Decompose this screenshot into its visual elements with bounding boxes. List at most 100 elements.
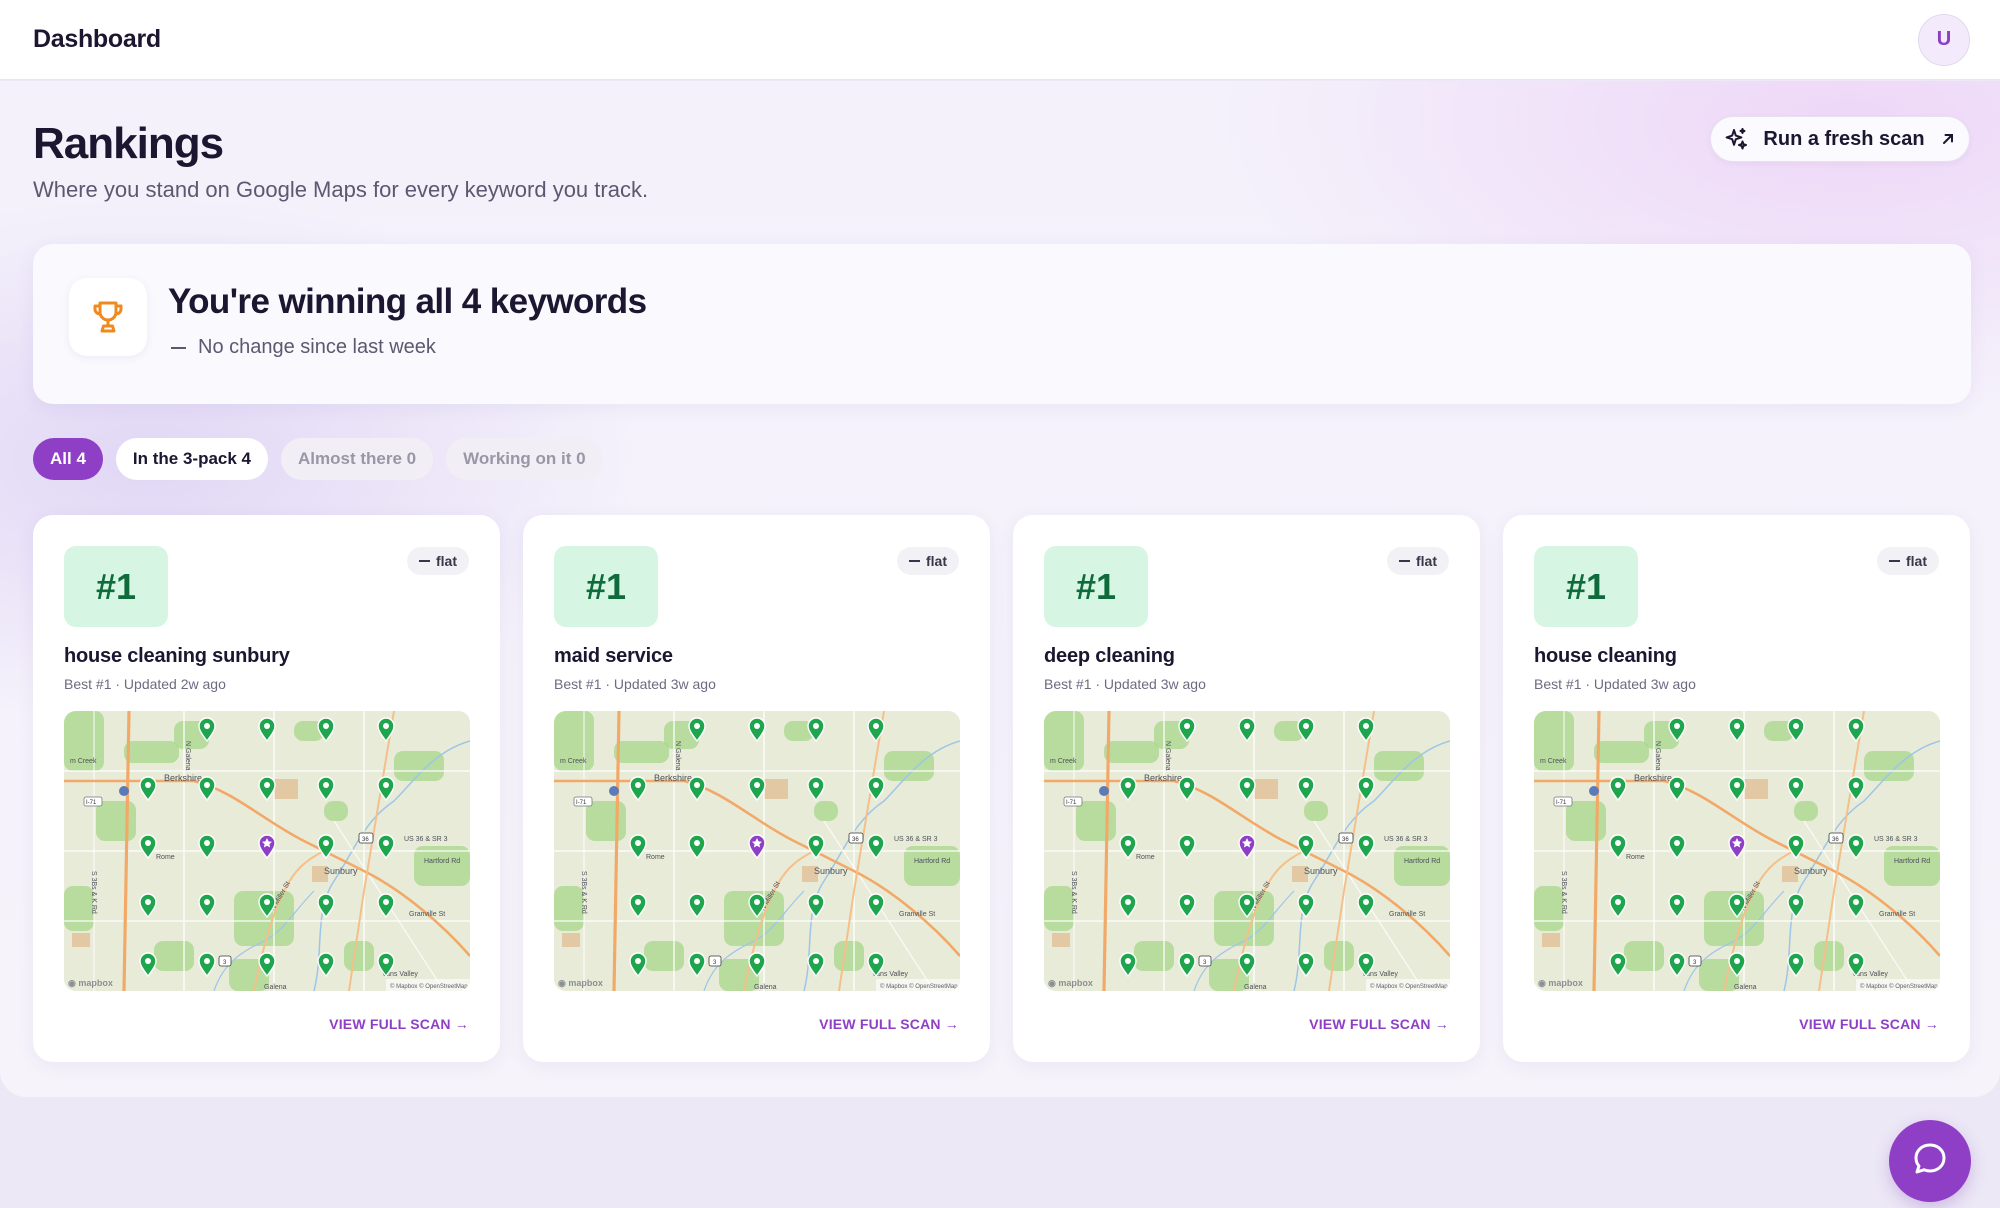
svg-text:N Galena: N Galena [1164, 741, 1171, 771]
svg-text:Vans Valley: Vans Valley [1852, 971, 1888, 978]
trend-badge: flat [407, 547, 469, 575]
keyword-title: house cleaning [1534, 645, 1677, 667]
view-full-scan-link[interactable]: VIEW FULL SCAN → [329, 1016, 469, 1032]
svg-text:Granville St: Granville St [1879, 911, 1915, 918]
summary-card: You're winning all 4 keywords No change … [33, 244, 1971, 404]
svg-text:S 3Bs & K Rd: S 3Bs & K Rd [1560, 871, 1567, 914]
chat-button[interactable] [1889, 1120, 1971, 1202]
page-title: Rankings [33, 119, 224, 168]
svg-text:36: 36 [1832, 837, 1839, 843]
svg-text:© Mapbox © OpenStreetMap: © Mapbox © OpenStreetMap [390, 983, 468, 990]
svg-text:I-71: I-71 [576, 800, 587, 806]
svg-text:Vans Valley: Vans Valley [1362, 971, 1398, 978]
dash-icon [1889, 560, 1900, 562]
svg-text:◉ mapbox: ◉ mapbox [1048, 978, 1093, 988]
svg-text:N Galena: N Galena [1654, 741, 1661, 771]
summary-title: You're winning all 4 keywords [168, 282, 647, 321]
keyword-card[interactable]: #1 flat maid service Best #1 · Updated 3… [523, 515, 990, 1062]
sparkle-icon [1723, 126, 1749, 152]
svg-text:N Galena: N Galena [674, 741, 681, 771]
rank-badge: #1 [1534, 546, 1638, 627]
view-full-scan-link[interactable]: VIEW FULL SCAN → [819, 1016, 959, 1032]
svg-text:Hartford Rd: Hartford Rd [424, 858, 460, 865]
trend-badge: flat [1387, 547, 1449, 575]
svg-text:3: 3 [1203, 960, 1207, 966]
svg-text:Berkshire: Berkshire [1634, 773, 1672, 783]
summary-subtitle-text: No change since last week [198, 336, 436, 358]
avatar[interactable]: U [1918, 13, 1970, 66]
svg-text:◉ mapbox: ◉ mapbox [68, 978, 113, 988]
dash-icon [419, 560, 430, 562]
svg-text:Granville St: Granville St [409, 911, 445, 918]
svg-text:I-71: I-71 [86, 800, 97, 806]
svg-text:Galena: Galena [1734, 984, 1757, 991]
svg-text:m Creek: m Creek [560, 758, 587, 765]
svg-text:◉ mapbox: ◉ mapbox [1538, 978, 1583, 988]
svg-text:N Galena: N Galena [184, 741, 191, 771]
svg-text:US 36 & SR 3: US 36 & SR 3 [894, 836, 938, 843]
rank-grid-map[interactable]: m Creek Berkshire Rome Sunbury Galena US 36 &… [64, 711, 470, 991]
run-fresh-scan-button[interactable]: Run a fresh scan [1710, 116, 1970, 162]
svg-text:I-71: I-71 [1066, 800, 1077, 806]
svg-text:Rome: Rome [156, 854, 175, 861]
svg-text:Sunbury: Sunbury [1794, 866, 1828, 876]
svg-text:m Creek: m Creek [1050, 758, 1077, 765]
svg-text:Galena: Galena [1244, 984, 1267, 991]
svg-text:Hartford Rd: Hartford Rd [1894, 858, 1930, 865]
rank-grid-map[interactable]: m Creek Berkshire Rome Sunbury Galena US 36 &… [554, 711, 960, 991]
view-full-scan-link[interactable]: VIEW FULL SCAN → [1309, 1016, 1449, 1032]
keyword-meta: Best #1 · Updated 3w ago [1044, 676, 1206, 692]
svg-text:Berkshire: Berkshire [1144, 773, 1182, 783]
trophy-icon [69, 278, 147, 356]
keyword-title: house cleaning sunbury [64, 645, 290, 667]
svg-text:Sunbury: Sunbury [324, 866, 358, 876]
svg-text:Berkshire: Berkshire [164, 773, 202, 783]
trend-badge: flat [897, 547, 959, 575]
keyword-card[interactable]: #1 flat house cleaning sunbury Best #1 ·… [33, 515, 500, 1062]
svg-text:I-71: I-71 [1556, 800, 1567, 806]
page-subtitle: Where you stand on Google Maps for every… [33, 177, 649, 202]
dash-icon [909, 560, 920, 562]
svg-text:Rome: Rome [1136, 854, 1155, 861]
svg-text:36: 36 [1342, 837, 1349, 843]
filter-working-on-it[interactable]: Working on it 0 [446, 438, 603, 480]
view-full-scan-link[interactable]: VIEW FULL SCAN → [1799, 1016, 1939, 1032]
svg-text:Galena: Galena [264, 984, 287, 991]
filter-in-3-pack[interactable]: In the 3-pack 4 [115, 438, 269, 480]
rank-grid-map[interactable]: m Creek Berkshire Rome Sunbury Galena US 36 &… [1534, 711, 1940, 991]
rank-badge: #1 [64, 546, 168, 627]
svg-text:Sunbury: Sunbury [814, 866, 848, 876]
filter-all[interactable]: All 4 [33, 438, 103, 480]
svg-text:© Mapbox © OpenStreetMap: © Mapbox © OpenStreetMap [1860, 983, 1938, 990]
svg-text:S 3Bs & K Rd: S 3Bs & K Rd [1070, 871, 1077, 914]
trend-label: flat [436, 553, 457, 569]
rankings-panel: Rankings Where you stand on Google Maps … [0, 81, 2000, 1097]
svg-text:© Mapbox © OpenStreetMap: © Mapbox © OpenStreetMap [880, 983, 958, 990]
svg-text:Rome: Rome [646, 854, 665, 861]
svg-text:m Creek: m Creek [70, 758, 97, 765]
trend-badge: flat [1877, 547, 1939, 575]
rank-grid-map[interactable]: m Creek Berkshire Rome Sunbury Galena US 36 &… [1044, 711, 1450, 991]
keyword-meta: Best #1 · Updated 3w ago [554, 676, 716, 692]
dash-icon [1399, 560, 1410, 562]
svg-text:m Creek: m Creek [1540, 758, 1567, 765]
trend-label: flat [926, 553, 947, 569]
svg-text:US 36 & SR 3: US 36 & SR 3 [404, 836, 448, 843]
svg-text:US 36 & SR 3: US 36 & SR 3 [1384, 836, 1428, 843]
trend-label: flat [1416, 553, 1437, 569]
svg-text:Hartford Rd: Hartford Rd [914, 858, 950, 865]
filter-almost-there[interactable]: Almost there 0 [281, 438, 434, 480]
keyword-card[interactable]: #1 flat house cleaning Best #1 · Updated… [1503, 515, 1970, 1062]
summary-subtitle: No change since last week [171, 336, 436, 359]
keyword-card[interactable]: #1 flat deep cleaning Best #1 · Updated … [1013, 515, 1480, 1062]
svg-text:Rome: Rome [1626, 854, 1645, 861]
svg-text:3: 3 [1693, 960, 1697, 966]
filter-chips: All 4 In the 3-pack 4 Almost there 0 Wor… [33, 438, 603, 480]
run-fresh-scan-label: Run a fresh scan [1763, 127, 1925, 150]
keyword-meta: Best #1 · Updated 2w ago [64, 676, 226, 692]
svg-text:S 3Bs & K Rd: S 3Bs & K Rd [580, 871, 587, 914]
chat-bubble-icon [1911, 1140, 1949, 1183]
svg-text:Vans Valley: Vans Valley [382, 971, 418, 978]
svg-text:3: 3 [223, 960, 227, 966]
svg-text:Galena: Galena [754, 984, 777, 991]
